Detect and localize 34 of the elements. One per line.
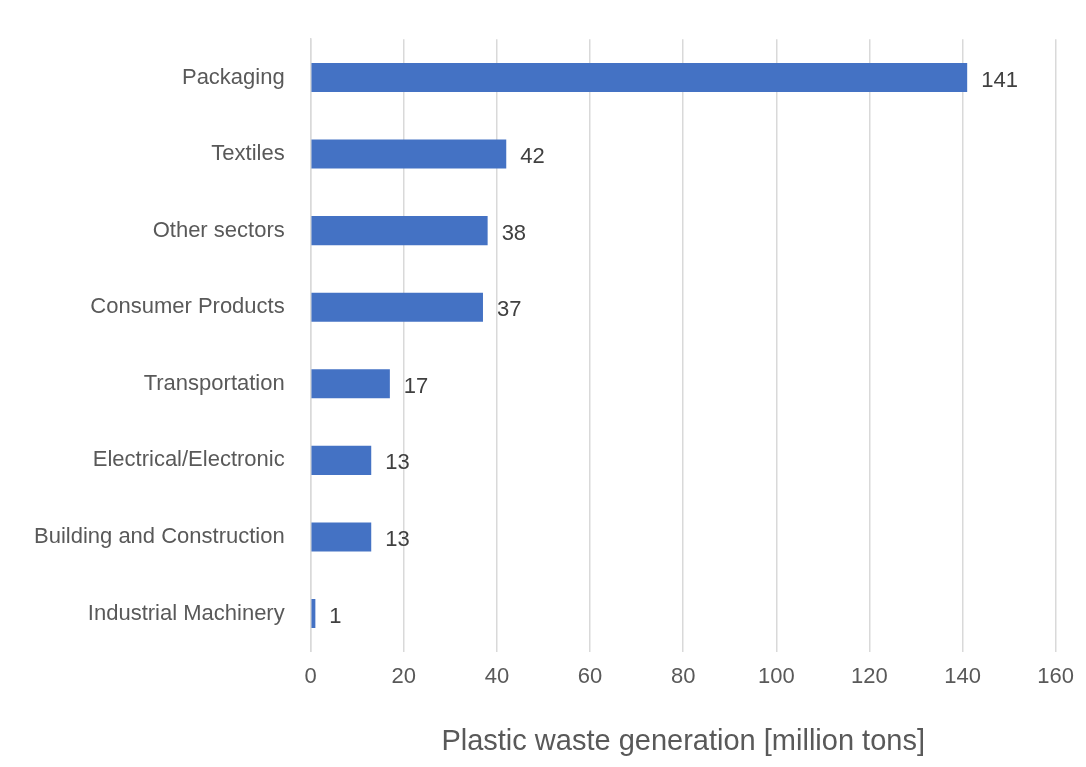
bar <box>311 292 483 322</box>
x-tick-label: 40 <box>484 663 510 689</box>
data-label: 37 <box>496 296 522 322</box>
y-tick-label: Electrical/Electronic <box>92 446 285 472</box>
x-tick-label: 140 <box>944 663 981 689</box>
x-tick-label: 80 <box>670 663 696 689</box>
bar <box>311 369 390 399</box>
bar <box>311 139 507 169</box>
y-tick-label: Transportation <box>143 369 285 395</box>
bar <box>311 598 316 629</box>
data-label: 1 <box>329 602 342 628</box>
data-label: 42 <box>520 143 545 169</box>
y-tick-label: Building and Construction <box>33 523 285 548</box>
x-tick-label: 120 <box>851 663 888 689</box>
bar <box>311 216 488 246</box>
data-label: 38 <box>501 219 527 245</box>
x-axis-title: Plastic waste generation [million tons] <box>441 723 925 756</box>
data-label: 13 <box>385 449 410 475</box>
bar <box>311 445 372 475</box>
x-tick-label: 0 <box>304 663 317 689</box>
data-label: 141 <box>981 66 1018 92</box>
bar <box>311 62 968 93</box>
y-tick-label: Industrial Machinery <box>87 599 285 625</box>
x-tick-label: 60 <box>577 663 603 689</box>
y-tick-label: Packaging <box>181 63 285 89</box>
x-tick-label: 20 <box>391 663 417 689</box>
bar <box>311 522 372 552</box>
x-tick-label: 100 <box>757 663 795 689</box>
data-label: 13 <box>385 526 410 551</box>
y-tick-label: Textiles <box>211 140 285 166</box>
x-tick-label: 160 <box>1037 663 1075 689</box>
y-tick-label: Other sectors <box>152 216 285 242</box>
data-label: 17 <box>403 372 429 398</box>
y-tick-label: Consumer Products <box>90 293 285 319</box>
